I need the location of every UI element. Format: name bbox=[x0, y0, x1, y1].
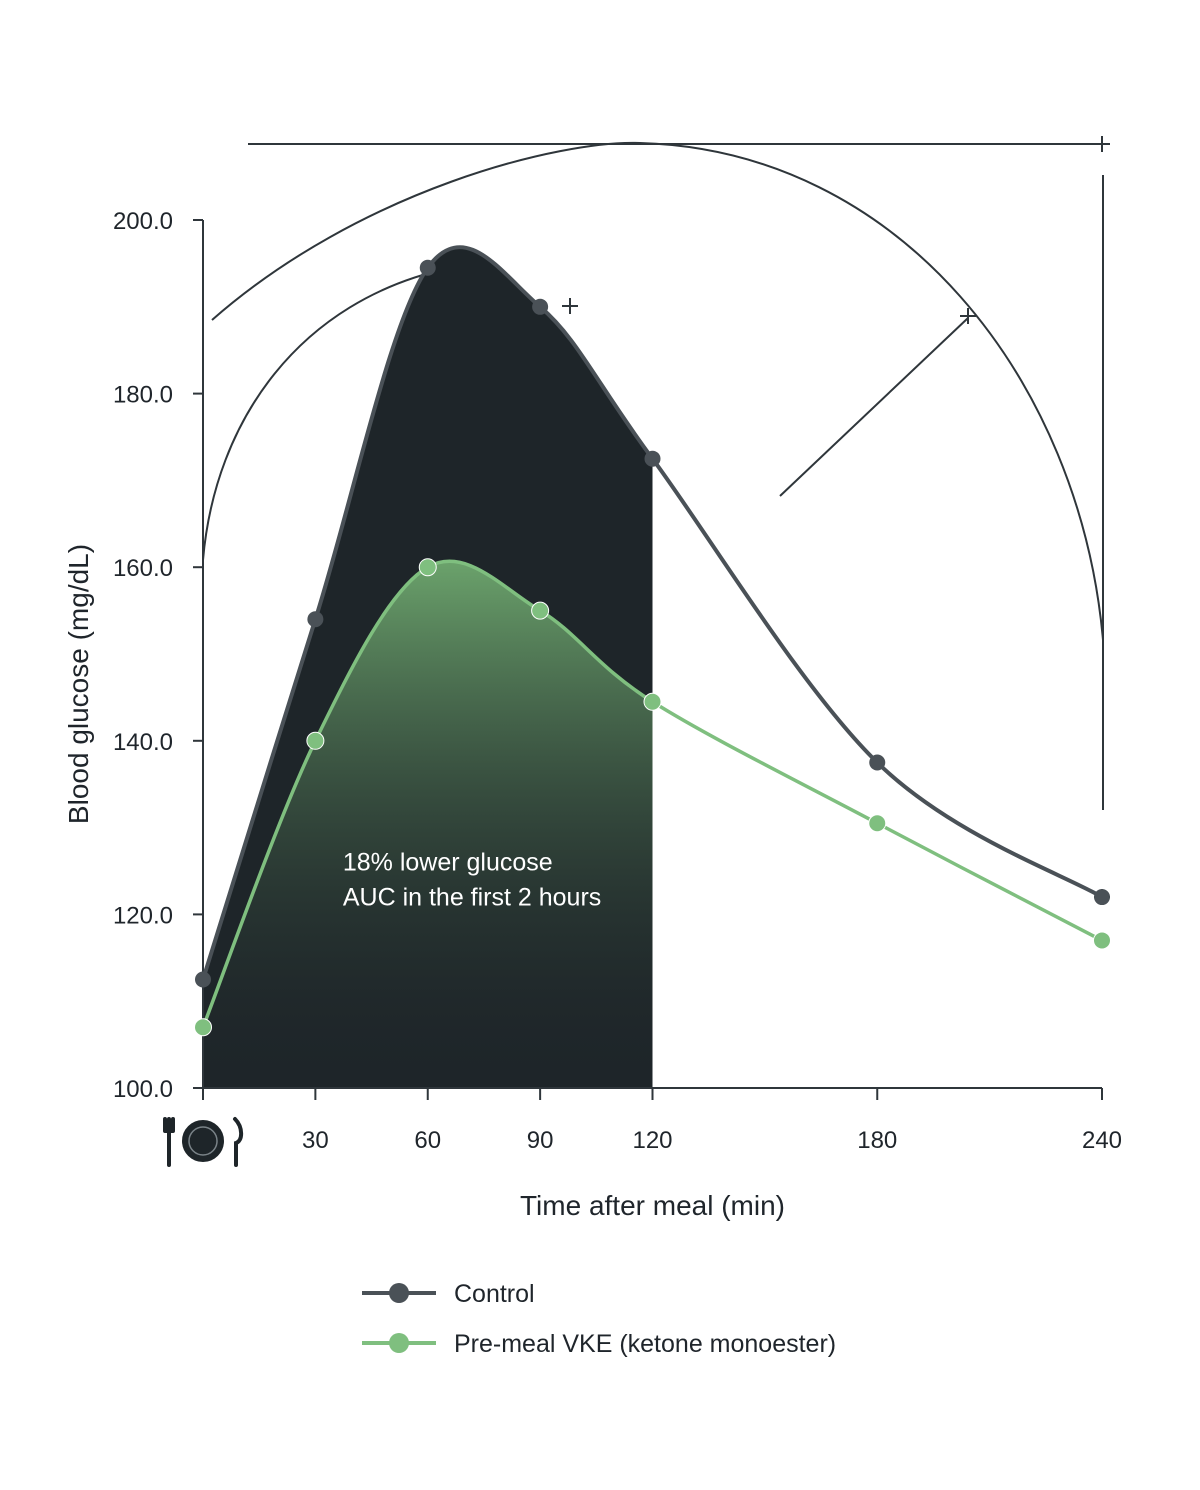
legend-marker-1 bbox=[389, 1333, 409, 1353]
vke-point-120 bbox=[643, 692, 662, 711]
x-tick-label: 120 bbox=[632, 1127, 672, 1154]
vke-point-90 bbox=[531, 601, 550, 620]
control-point-180 bbox=[869, 754, 886, 771]
y-tick-label: 160.0 bbox=[113, 555, 173, 582]
decor-inner-arc bbox=[202, 267, 451, 561]
vke-point-0 bbox=[194, 1018, 212, 1037]
knife-shape bbox=[233, 1117, 244, 1167]
x-tick-label: 90 bbox=[527, 1127, 554, 1154]
x-tick-label: 60 bbox=[414, 1127, 441, 1154]
decor-plus-marker-1 bbox=[960, 308, 976, 324]
y-tick-label: 140.0 bbox=[113, 729, 173, 756]
x-tick-label: 180 bbox=[857, 1127, 897, 1154]
control-point-240 bbox=[1094, 889, 1110, 906]
decor-plus-marker-2 bbox=[562, 298, 578, 314]
vke-auc-area bbox=[203, 561, 653, 1088]
control-point-0 bbox=[195, 971, 211, 988]
plate-rim bbox=[188, 1126, 218, 1156]
y-tick-label: 180.0 bbox=[113, 382, 173, 409]
legend-marker-0 bbox=[389, 1283, 409, 1303]
y-tick-label: 120.0 bbox=[113, 902, 173, 929]
decor-outer-arc bbox=[211, 141, 1104, 641]
y-tick-label: 200.0 bbox=[113, 208, 173, 235]
x-tick-label: 240 bbox=[1082, 1127, 1122, 1154]
control-point-30 bbox=[307, 611, 324, 628]
vke-point-180 bbox=[868, 814, 887, 833]
vke-point-240 bbox=[1093, 931, 1111, 950]
decor-plus-marker-0 bbox=[1094, 136, 1110, 152]
x-axis-title: Time after meal (min) bbox=[520, 1190, 785, 1221]
y-tick-label: 100.0 bbox=[113, 1076, 173, 1103]
y-axis-title: Blood glucose (mg/dL) bbox=[63, 544, 94, 824]
fork-shape bbox=[163, 1117, 175, 1167]
plate-with-fork-and-knife-icon bbox=[163, 1117, 244, 1167]
decor-diagonal bbox=[779, 317, 969, 497]
control-point-60 bbox=[419, 259, 436, 276]
legend-label-0: Control bbox=[454, 1280, 535, 1308]
x-tick-label: 30 bbox=[302, 1127, 329, 1154]
control-point-90 bbox=[532, 298, 549, 315]
auc-annotation-line-2: AUC in the first 2 hours bbox=[343, 884, 601, 912]
auc-annotation-line-1: 18% lower glucose bbox=[343, 849, 553, 877]
control-point-120 bbox=[644, 450, 661, 467]
vke-point-30 bbox=[306, 731, 325, 750]
vke-point-60 bbox=[418, 558, 437, 577]
legend-label-1: Pre-meal VKE (ketone monoester) bbox=[454, 1330, 836, 1358]
